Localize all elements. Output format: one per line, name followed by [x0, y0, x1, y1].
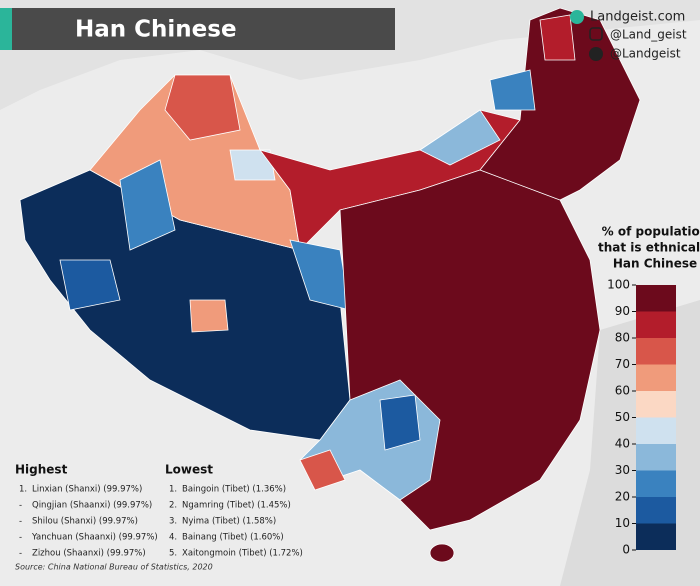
list-marker: 1.	[19, 485, 27, 495]
icon	[589, 47, 603, 61]
legend-tick-label: 10	[615, 516, 630, 530]
list-item: Baingoin (Tibet) (1.36%)	[182, 485, 286, 495]
legend-title: that is ethnically	[598, 241, 700, 255]
legend-tick-label: 100	[607, 278, 630, 292]
list-marker: 1.	[169, 485, 177, 495]
list-item: Ngamring (Tibet) (1.45%)	[182, 501, 291, 511]
region	[539, 14, 576, 61]
branding: Landgeist.com @Land_geist @Landgeist	[570, 10, 687, 61]
list-marker: -	[19, 501, 22, 511]
legend-bin	[636, 470, 676, 497]
region	[59, 259, 121, 311]
title-accent	[0, 8, 12, 50]
region	[164, 74, 241, 141]
list-marker: 5.	[169, 549, 177, 559]
list-marker: 3.	[169, 517, 177, 527]
social-handle: @Land_geist	[610, 28, 687, 42]
legend-bin	[636, 497, 676, 524]
legend-bin	[636, 338, 676, 365]
region	[379, 394, 421, 451]
title: Han Chinese	[75, 17, 237, 43]
list-item: Zizhou (Shaanxi) (99.97%)	[32, 549, 146, 559]
list-marker: 4.	[169, 533, 177, 543]
icon	[589, 27, 603, 41]
icon	[570, 10, 584, 24]
list-item: Nyima (Tibet) (1.58%)	[182, 517, 276, 527]
list-heading: Lowest	[165, 463, 213, 477]
list-marker: 2.	[169, 501, 177, 511]
social-handle: @Landgeist	[610, 47, 681, 61]
legend-tick-label: 80	[615, 331, 630, 345]
legend-tick-label: 40	[615, 437, 630, 451]
list-marker: -	[19, 517, 22, 527]
title-banner	[0, 8, 395, 50]
social-link: Landgeist.com	[590, 10, 685, 25]
legend-bin	[636, 391, 676, 418]
list-heading: Highest	[15, 463, 68, 477]
legend-bin	[636, 444, 676, 471]
list-marker: -	[19, 549, 22, 559]
source: Source: China National Bureau of Statist…	[15, 563, 213, 572]
legend-title: % of population	[602, 225, 700, 239]
legend-title: Han Chinese	[613, 257, 697, 271]
legend: % of population that is ethnically Han Chi…	[598, 225, 700, 557]
region	[229, 149, 276, 181]
legend-bin	[636, 417, 676, 444]
legend-tick-label: 60	[615, 384, 630, 398]
legend-tick-label: 70	[615, 357, 630, 371]
list-item: Bainang (Tibet) (1.60%)	[182, 533, 284, 543]
region	[429, 543, 455, 563]
legend-tick-label: 20	[615, 490, 630, 504]
list-item: Shilou (Shanxi) (99.97%)	[32, 517, 138, 527]
legend-tick-label: 90	[615, 304, 630, 318]
legend-bin	[636, 311, 676, 338]
legend-bin	[636, 285, 676, 312]
list-item: Linxian (Shanxi) (99.97%)	[32, 485, 142, 495]
list-item: Yanchuan (Shaanxi) (99.97%)	[31, 533, 158, 543]
legend-tick-label: 50	[615, 410, 630, 424]
legend-bin	[636, 364, 676, 391]
legend-bin	[636, 523, 676, 550]
region	[419, 109, 501, 166]
region	[489, 69, 536, 111]
legend-tick-label: 0	[622, 543, 630, 557]
legend-tick-label: 30	[615, 463, 630, 477]
list-item: Qingjian (Shaanxi) (99.97%)	[32, 501, 152, 511]
region	[299, 449, 346, 491]
region	[119, 159, 176, 251]
region	[189, 299, 229, 333]
list-item: Xaitongmoin (Tibet) (1.72%)	[182, 549, 303, 559]
list-marker: -	[19, 533, 22, 543]
china-map	[19, 7, 641, 563]
